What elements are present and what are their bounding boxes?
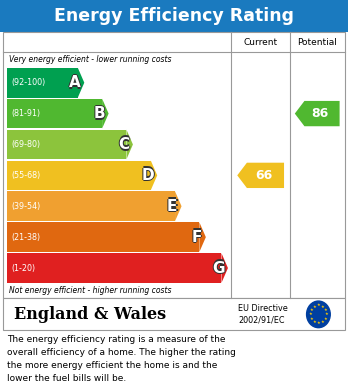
Text: 86: 86	[311, 107, 329, 120]
Text: Energy Efficiency Rating: Energy Efficiency Rating	[54, 7, 294, 25]
Text: F: F	[190, 230, 201, 245]
Text: ★: ★	[313, 320, 316, 324]
Bar	[7, 191, 175, 221]
Text: E: E	[167, 197, 177, 212]
Text: (92-100): (92-100)	[11, 78, 45, 87]
Polygon shape	[102, 99, 109, 128]
Text: G: G	[211, 260, 224, 276]
Text: (1-20): (1-20)	[11, 264, 35, 273]
Text: ★: ★	[317, 303, 320, 307]
Polygon shape	[151, 160, 157, 190]
Bar	[7, 68, 78, 97]
Text: E: E	[167, 200, 177, 215]
Text: G: G	[213, 260, 226, 276]
Text: D: D	[141, 168, 153, 183]
Text: D: D	[143, 168, 155, 183]
Text: ★: ★	[313, 305, 316, 308]
Bar	[7, 130, 126, 160]
Text: A: A	[69, 75, 81, 90]
Text: C: C	[119, 137, 130, 152]
Text: F: F	[192, 230, 203, 245]
Text: ★: ★	[317, 321, 320, 325]
Text: E: E	[167, 199, 177, 214]
Bar	[7, 99, 102, 128]
Text: EU Directive
2002/91/EC: EU Directive 2002/91/EC	[238, 304, 288, 325]
Text: G: G	[212, 260, 225, 276]
Text: G: G	[212, 262, 225, 277]
Bar	[0, 0, 348, 32]
Text: B: B	[93, 106, 104, 121]
Text: (69-80): (69-80)	[11, 140, 40, 149]
Text: (81-91): (81-91)	[11, 109, 40, 118]
Text: The energy efficiency rating is a measure of the
overall efficiency of a home. T: The energy efficiency rating is a measur…	[7, 335, 236, 382]
Text: Not energy efficient - higher running costs: Not energy efficient - higher running co…	[9, 286, 171, 296]
Text: D: D	[142, 168, 154, 183]
Polygon shape	[175, 191, 182, 221]
Text: C: C	[118, 138, 129, 154]
Text: D: D	[142, 169, 154, 185]
Text: B: B	[94, 108, 105, 123]
Polygon shape	[221, 253, 228, 283]
Text: B: B	[95, 106, 106, 121]
Bar	[3, 32, 345, 298]
Text: D: D	[142, 166, 154, 181]
Text: ★: ★	[321, 320, 324, 324]
Circle shape	[307, 301, 330, 328]
Text: 66: 66	[255, 169, 272, 182]
Text: B: B	[94, 104, 105, 120]
Text: ★: ★	[310, 308, 313, 312]
Text: ★: ★	[324, 308, 327, 312]
Text: A: A	[70, 75, 82, 90]
Text: Current: Current	[244, 38, 278, 47]
Text: B: B	[94, 106, 105, 121]
Text: Potential: Potential	[297, 38, 337, 47]
Bar	[7, 161, 151, 190]
Text: C: C	[117, 137, 128, 152]
Text: ★: ★	[308, 312, 312, 316]
Text: (21-38): (21-38)	[11, 233, 40, 242]
Text: Very energy efficient - lower running costs: Very energy efficient - lower running co…	[9, 55, 171, 65]
Text: F: F	[191, 230, 202, 245]
Text: F: F	[191, 228, 202, 243]
Text: G: G	[212, 259, 225, 274]
Text: E: E	[166, 199, 176, 214]
Polygon shape	[237, 163, 284, 188]
Text: England & Wales: England & Wales	[14, 306, 166, 323]
Polygon shape	[295, 101, 340, 126]
Text: A: A	[69, 74, 81, 89]
Bar	[3, 298, 345, 330]
Bar	[7, 222, 199, 252]
Bar	[7, 253, 221, 283]
Text: C: C	[118, 135, 129, 151]
Text: F: F	[191, 231, 202, 246]
Text: ★: ★	[325, 312, 329, 316]
Text: E: E	[168, 199, 179, 214]
Polygon shape	[78, 68, 84, 97]
Text: ★: ★	[310, 317, 313, 321]
Polygon shape	[199, 222, 206, 252]
Text: C: C	[118, 137, 129, 152]
Polygon shape	[126, 130, 133, 160]
Text: A: A	[68, 75, 80, 90]
Text: A: A	[69, 77, 81, 92]
Text: (55-68): (55-68)	[11, 171, 40, 180]
Text: (39-54): (39-54)	[11, 202, 40, 211]
Text: ★: ★	[324, 317, 327, 321]
Text: ★: ★	[321, 305, 324, 308]
